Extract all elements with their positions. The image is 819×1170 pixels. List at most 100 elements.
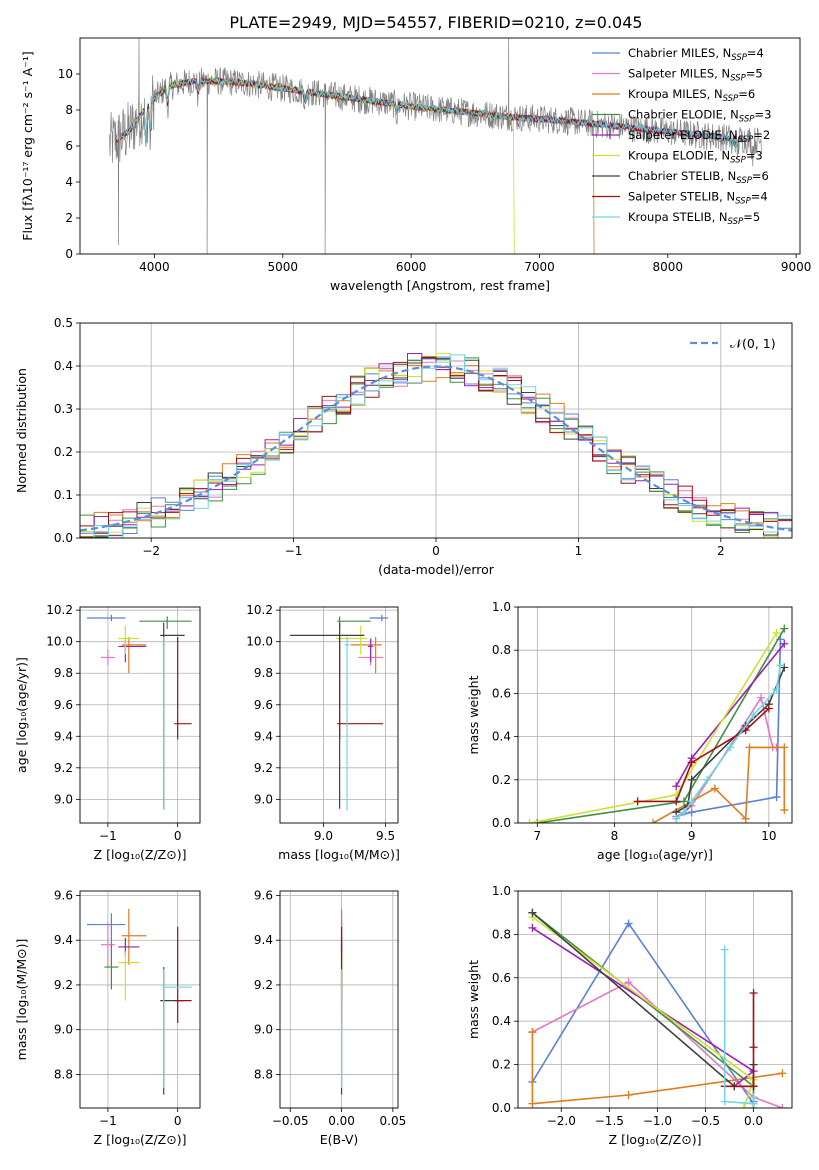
errorbar-point-3 (337, 616, 371, 630)
axes-frame (517, 606, 793, 824)
x-tick-label: 7000 (524, 260, 555, 274)
age-vs-z-plot-area (80, 607, 200, 823)
legend-label-1: Salpeter MILES, NSSP=5 (628, 67, 763, 84)
weight-marker (528, 1099, 537, 1108)
y-tick-label: 10.0 (246, 635, 273, 649)
weight-marker (749, 988, 758, 997)
errorbar-point-5 (118, 951, 140, 1001)
weight-marker (672, 814, 681, 823)
y-tick-label: 10.2 (246, 603, 273, 617)
y-tick-label: 0.2 (492, 1058, 511, 1072)
weight-line (652, 746, 786, 823)
residuals-plot-area (80, 323, 792, 538)
y-tick-label: 6 (65, 139, 73, 153)
weight-series-2 (528, 1028, 787, 1108)
y-axis-label: age [log₁₀(age/yr)] (14, 657, 29, 773)
y-tick-label: 10.0 (46, 635, 73, 649)
y-tick-label: 9.0 (254, 1023, 273, 1037)
y-tick-label: 0.4 (492, 1014, 511, 1028)
weight-series-8 (720, 945, 758, 1108)
mass-vs-z-plot-area (80, 891, 200, 1108)
x-axis-label: age [log₁₀(age/yr)] (597, 847, 713, 862)
residuals-panel: −2 −1 0 1 2 0.0 0.1 0.2 0.3 0.4 0.5 (data-model)/er… (14, 316, 793, 577)
x-tick-label: 1 (575, 544, 583, 558)
spectrum-plot-area (109, 38, 762, 254)
x-tick-label: 0.0 (744, 1114, 763, 1128)
weight-marker (780, 639, 789, 648)
x-axis-label: Z [log₁₀(Z/Z⊙)] (94, 847, 187, 862)
x-tick-label: −1 (99, 1114, 117, 1128)
errorbar-point-5 (118, 625, 140, 655)
weight-marker (757, 693, 766, 702)
weight-marker (649, 819, 658, 823)
legend-label-3: Chabrier ELODIE, NSSP=3 (628, 108, 771, 125)
x-tick-label: 9 (688, 829, 696, 843)
errorbar-point-1 (100, 649, 115, 666)
legend-label-6: Chabrier STELIB, NSSP=6 (628, 169, 769, 186)
weight-marker (772, 628, 781, 637)
errorbar-point-4 (368, 638, 374, 663)
y-axis-label: mass weight (466, 960, 481, 1039)
spectrum-panel: 4000 5000 6000 7000 8000 9000 0 2 4 6 8 10 wavelengt… (20, 37, 812, 293)
x-tick-label: −0.5 (691, 1114, 720, 1128)
x-tick-label: −2 (142, 544, 160, 558)
legend-label-reference: 𝒩(0, 1) (730, 336, 776, 351)
axes-frame (517, 890, 793, 1109)
errorbar-point-0 (86, 614, 126, 622)
y-tick-label: 8 (65, 103, 73, 117)
weight-marker (624, 919, 633, 928)
legend-label-4: Salpeter ELODIE, NSSP=2 (628, 128, 770, 145)
x-tick-label: 9000 (781, 260, 812, 274)
x-tick-label: 8 (611, 829, 619, 843)
weight-marker (749, 1043, 758, 1052)
y-tick-label: 0.2 (54, 445, 73, 459)
y-tick-label: 1.0 (492, 600, 511, 614)
legend-label-7: Salpeter STELIB, NSSP=4 (628, 190, 768, 207)
weight-marker (749, 711, 758, 719)
errorbar-point-0 (86, 913, 126, 947)
y-tick-label: 0.4 (54, 359, 73, 373)
weight-marker (778, 1104, 787, 1108)
axes-frame (79, 890, 201, 1109)
y-tick-label: 0.4 (492, 730, 511, 744)
y-axis-label: mass [log₁₀(M/M⊙)] (14, 939, 29, 1061)
errorbar-point-6 (289, 622, 365, 809)
x-axis-label: wavelength [Angstrom, rest frame] (330, 278, 550, 293)
y-tick-label: 0.0 (492, 1101, 511, 1115)
age-vs-mass-plot-area (280, 607, 398, 823)
weight-line (724, 993, 755, 1088)
x-tick-label: −0.05 (272, 1114, 309, 1128)
y-tick-label: 9.8 (54, 666, 73, 680)
y-tick-label: 9.2 (254, 761, 273, 775)
weight-series-7 (633, 704, 773, 806)
panels: 4000 5000 6000 7000 8000 90000246810wavelengt… (14, 37, 812, 1147)
model-spectrum-7 (115, 77, 745, 150)
errorbar-point-0 (369, 614, 389, 622)
legend-label-5: Kroupa ELODIE, NSSP=3 (628, 149, 763, 166)
errorbar-point-7 (337, 636, 384, 740)
weight-line (675, 665, 782, 820)
weight-marker (739, 1104, 748, 1108)
weight-series-8 (672, 661, 785, 823)
weight-marker (749, 1082, 758, 1091)
x-tick-label: −1.5 (595, 1114, 624, 1128)
weight-line (529, 632, 778, 823)
weight-marker (745, 743, 754, 752)
y-tick-label: 2 (65, 211, 73, 225)
weight-line (531, 1032, 783, 1105)
y-tick-label: 0.2 (492, 773, 511, 787)
y-tick-label: 9.6 (54, 698, 73, 712)
errorbar-point-7 (174, 926, 192, 1023)
weight-line (531, 922, 755, 1107)
mass-weight-vs-z-panel: −2.0 −1.5 −1.0 −0.5 0.0 0.0 0.2 0.4 0.6 0.8 1.0 Z [… (466, 884, 793, 1147)
weight-line (531, 916, 755, 1108)
weight-marker (780, 743, 789, 752)
weight-marker (726, 743, 735, 752)
y-tick-label: 0.5 (54, 316, 73, 330)
x-axis-label: Z [log₁₀(Z/Z⊙)] (94, 1132, 187, 1147)
weight-marker (525, 819, 534, 823)
x-tick-label: 7 (533, 829, 541, 843)
weight-marker (772, 685, 781, 694)
y-axis-label: Normed distribution (14, 368, 29, 493)
